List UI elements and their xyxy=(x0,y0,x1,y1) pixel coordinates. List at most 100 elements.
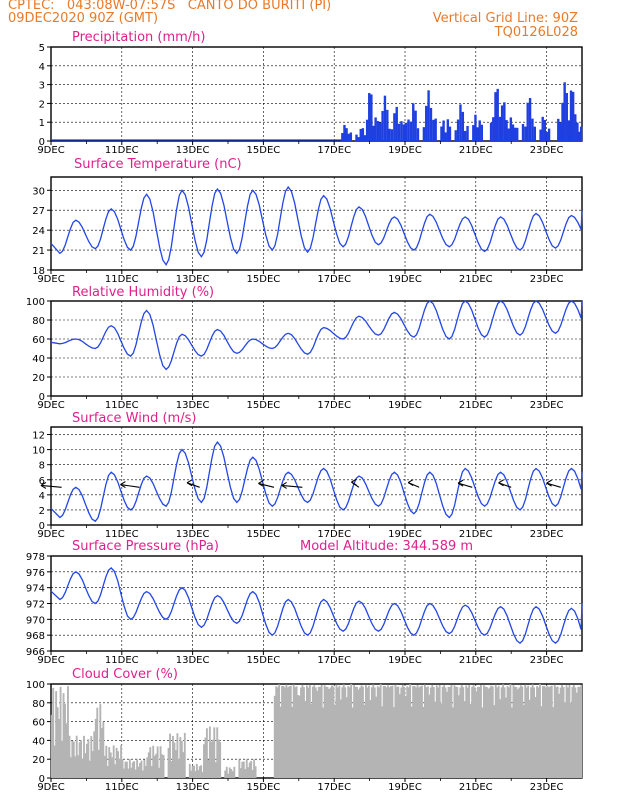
cloud-bar xyxy=(466,687,469,778)
cloud-bar xyxy=(482,685,485,778)
cloud-bar xyxy=(300,687,302,778)
cloud-bar xyxy=(546,685,549,778)
cloud-bar xyxy=(90,736,93,778)
cloud-bar xyxy=(161,754,164,778)
cloud-bar xyxy=(431,684,434,778)
precip-frame xyxy=(50,46,583,142)
pressure-xtick-label: 11DEC xyxy=(105,655,139,666)
cloud-bar xyxy=(61,740,63,778)
precip-bar xyxy=(480,124,484,141)
cloud-bar xyxy=(500,687,503,778)
cloud-bar xyxy=(207,759,210,778)
cloud-bar xyxy=(356,686,358,778)
cloud-bar xyxy=(254,766,257,778)
pressure-ytick-label: 976 xyxy=(26,568,45,579)
cloud-bar xyxy=(460,684,463,778)
cloud-bar xyxy=(328,689,330,778)
cloud-bar xyxy=(213,727,216,778)
cloud-bar xyxy=(99,704,102,778)
cloud-bar xyxy=(499,699,502,778)
cloud-bar xyxy=(65,723,68,778)
precip-bar xyxy=(395,106,398,141)
cloud-title: Cloud Cover (%) xyxy=(72,667,178,682)
cloud-bar xyxy=(393,707,395,778)
cloud-bar xyxy=(419,686,422,778)
cloud-bar xyxy=(342,684,345,778)
precip-bar xyxy=(368,93,371,141)
cloud-bar xyxy=(211,739,214,778)
cloud-bar xyxy=(112,745,115,778)
cloud-bar xyxy=(85,743,88,778)
precip-bar xyxy=(444,132,447,141)
cloud-bar xyxy=(68,735,71,778)
cloud-bar xyxy=(146,757,149,778)
cloud-bar xyxy=(291,706,294,778)
cloud-bar xyxy=(533,687,535,778)
cloud-bar xyxy=(565,685,568,778)
wind-ytick-label: 12 xyxy=(32,431,45,442)
cloud-bar xyxy=(354,686,357,778)
cloud-bar xyxy=(194,771,197,778)
cloud-bar xyxy=(305,685,308,778)
precip-bar xyxy=(541,116,544,141)
cloud-bar xyxy=(351,707,354,778)
cloud-bar xyxy=(58,718,61,778)
cloud-bar xyxy=(140,760,143,778)
cloud-bar xyxy=(530,687,533,778)
cloud-bar xyxy=(137,766,140,778)
cloud-bar xyxy=(468,684,471,778)
wind-xtick-label: 17DEC xyxy=(317,529,351,540)
cloud-bar xyxy=(339,699,342,778)
temp-ytick-label: 18 xyxy=(32,266,45,277)
cloud-bar xyxy=(452,707,454,778)
cloud-bar xyxy=(527,685,530,778)
cloud-bar xyxy=(103,755,106,778)
cloud-xtick-label: 19DEC xyxy=(388,782,422,793)
cloud-bar xyxy=(350,684,353,778)
cloud-bar xyxy=(69,757,72,778)
cloud-bar xyxy=(190,770,193,778)
cloud-bar xyxy=(369,699,372,778)
precip-bar xyxy=(516,127,519,141)
cloud-bar xyxy=(314,687,317,778)
cloud-bar xyxy=(282,686,285,778)
precip-bar xyxy=(494,92,497,141)
precip-bar xyxy=(503,102,506,141)
precip-bar xyxy=(579,126,583,141)
temp-series-line xyxy=(50,185,583,266)
precip-bar xyxy=(543,119,547,141)
precip-bar xyxy=(345,128,348,141)
wind-xtick-label: 15DEC xyxy=(247,529,281,540)
cloud-bar xyxy=(373,687,376,778)
cloud-bar xyxy=(80,740,83,778)
cloud-bar xyxy=(559,687,562,778)
cloud-bar xyxy=(372,684,375,778)
cloud-bar xyxy=(360,685,363,778)
precip-bar xyxy=(409,121,413,141)
cloud-bar xyxy=(363,704,366,778)
precip-bar xyxy=(341,133,344,141)
cloud-bar xyxy=(195,763,198,778)
cloud-bar xyxy=(574,687,577,778)
cloud-bar xyxy=(84,753,87,778)
cloud-bar xyxy=(276,687,279,778)
precip-bar xyxy=(561,102,564,141)
cloud-xtick-label: 13DEC xyxy=(176,782,210,793)
cloud-bar xyxy=(522,704,525,778)
pressure-xtick-label: 21DEC xyxy=(459,655,493,666)
precip-bar xyxy=(521,124,525,141)
cloud-bar xyxy=(147,752,150,778)
cloud-bar xyxy=(297,695,300,778)
temp-xtick-label: 19DEC xyxy=(388,274,422,285)
cloud-bar xyxy=(493,705,496,778)
cloud-bar xyxy=(547,687,550,778)
cloud-ytick-label: 60 xyxy=(32,718,45,729)
cloud-bar xyxy=(197,770,200,778)
cloud-bar xyxy=(227,773,230,778)
precip-bar xyxy=(370,94,373,141)
cloud-bar xyxy=(203,744,205,778)
precip-bar xyxy=(496,88,499,141)
precip-bar xyxy=(574,114,577,141)
precip-bar xyxy=(432,119,435,141)
precip-bar xyxy=(489,122,493,141)
